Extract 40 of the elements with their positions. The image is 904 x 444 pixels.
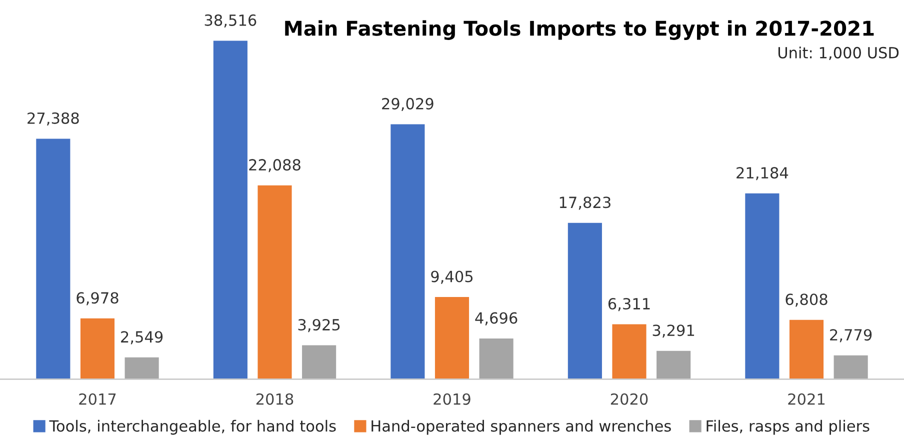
bar xyxy=(212,39,249,380)
data-label: 17,823 xyxy=(560,196,610,210)
data-label: 3,925 xyxy=(298,318,340,332)
data-label: 3,291 xyxy=(652,324,694,338)
data-label: 29,029 xyxy=(382,98,434,112)
bar xyxy=(300,344,338,380)
data-label: 4,696 xyxy=(475,312,518,326)
data-label: 6,978 xyxy=(76,292,118,306)
x-tick-label: 2020 xyxy=(610,393,648,405)
annotation: Unit: 1,000 USD xyxy=(778,46,899,60)
x-tick-label: 2021 xyxy=(788,393,825,405)
data-label: 6,311 xyxy=(608,298,650,312)
bar xyxy=(79,317,116,380)
bar xyxy=(832,354,870,380)
bar xyxy=(478,337,515,380)
data-label: 2,779 xyxy=(830,329,872,342)
data-label: 6,808 xyxy=(786,294,828,307)
x-tick-label: 2019 xyxy=(434,393,470,405)
data-label: 21,184 xyxy=(736,167,788,180)
bar xyxy=(434,296,470,380)
bar xyxy=(610,322,648,380)
x-tick-label: 2018 xyxy=(256,393,294,405)
legend-label: Tools, interchangeable, for hand tools xyxy=(49,420,336,435)
bar xyxy=(788,318,825,380)
legend-label: Files, rasps and pliers xyxy=(706,420,870,435)
x-tick-label: 2017 xyxy=(79,393,116,405)
bar xyxy=(566,222,604,380)
bar xyxy=(744,192,781,380)
data-label: 27,388 xyxy=(28,112,79,126)
legend-label: Hand-operated spanners and wrenches xyxy=(372,420,671,435)
bar xyxy=(256,184,294,380)
data-label: 38,516 xyxy=(204,14,256,28)
data-label: 9,405 xyxy=(431,270,473,284)
bar xyxy=(34,137,72,380)
bar xyxy=(389,122,426,380)
bar xyxy=(123,356,160,380)
chart-title: Main Fastening Tools Imports to Egypt in 2017-2021 xyxy=(285,20,874,40)
data-label: 22,088 xyxy=(249,159,300,172)
bar xyxy=(655,350,692,380)
data-label: 2,549 xyxy=(121,331,163,344)
